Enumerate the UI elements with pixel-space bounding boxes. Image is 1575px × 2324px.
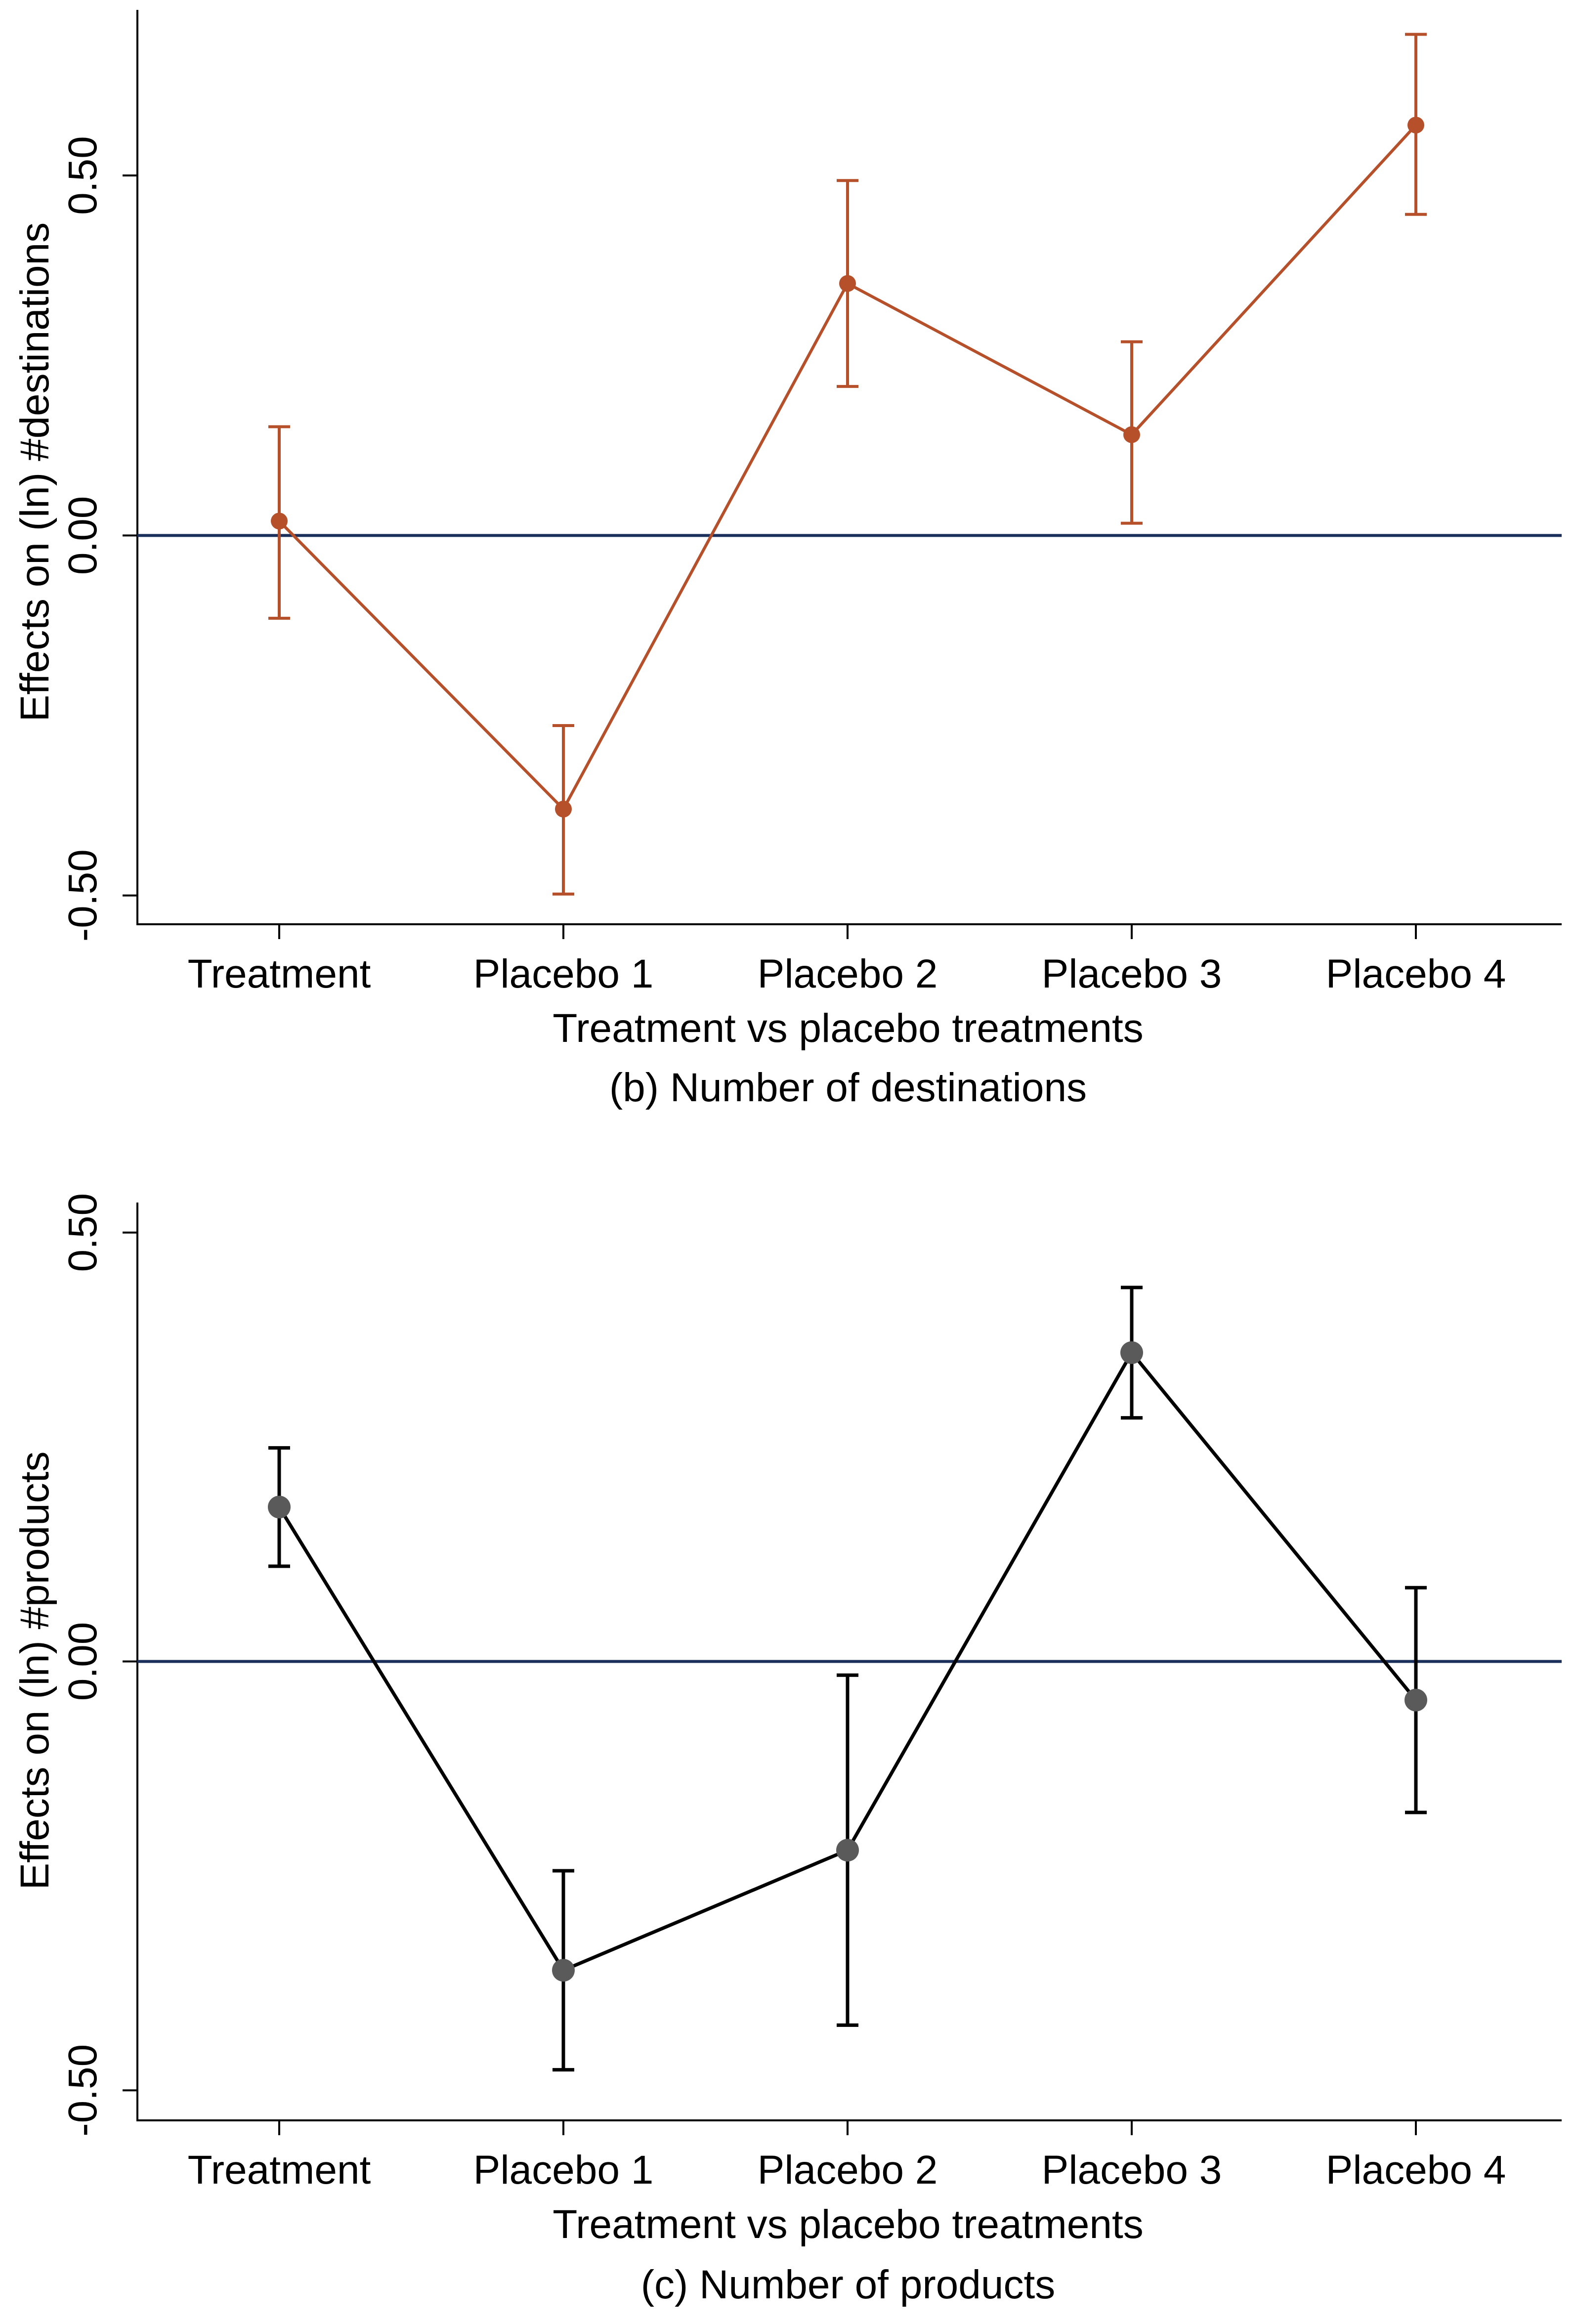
- panel-b-x-axis-title: Treatment vs placebo treatments: [553, 1006, 1144, 1051]
- panel-b-x-tick-label-placebo-4: Placebo 4: [1326, 951, 1506, 996]
- panel-b-x-tick-label-placebo-3: Placebo 3: [1042, 951, 1222, 996]
- chart-panel-products: -0.50 0.00 0.50 Treatment Placebo 1 Placebo …: [12, 1193, 1562, 2307]
- panel-c-x-tick-label-treatment: Treatment: [188, 2148, 371, 2193]
- panel-b-point-placebo-2: [839, 275, 856, 292]
- panel-c-x-tick-label-placebo-4: Placebo 4: [1326, 2148, 1506, 2193]
- chart-panel-destinations: -0.50 0.00 0.50 Treatment Placebo 1 Placebo …: [12, 10, 1562, 1110]
- panel-c-y-tick-label: -0.50: [60, 2044, 105, 2137]
- panel-b-y-tick-labels: -0.50 0.00 0.50: [60, 136, 105, 942]
- panel-b-x-tick-labels: Treatment Placebo 1 Placebo 2 Placebo 3 Plac…: [188, 951, 1506, 996]
- panel-b-y-tick-label: -0.50: [60, 849, 105, 942]
- panel-c-y-axis-title: Effects on (ln) #products: [12, 1451, 57, 1890]
- panel-b-x-tick-label-treatment: Treatment: [188, 951, 371, 996]
- panel-c-y-tick-label: 0.00: [60, 1622, 105, 1701]
- panel-b-point-placebo-4: [1407, 117, 1424, 134]
- panel-c-point-placebo-2: [836, 1839, 859, 1862]
- panel-b-point-placebo-3: [1123, 426, 1140, 443]
- panel-c-x-tick-label-placebo-1: Placebo 1: [473, 2148, 654, 2193]
- panel-c-x-tick-label-placebo-2: Placebo 2: [758, 2148, 938, 2193]
- panel-b-x-tick-label-placebo-1: Placebo 1: [473, 951, 654, 996]
- panel-c-x-tick-labels: Treatment Placebo 1 Placebo 2 Placebo 3 Plac…: [188, 2148, 1506, 2193]
- panel-c-point-placebo-1: [552, 1959, 575, 1982]
- panel-b-x-tick-label-placebo-2: Placebo 2: [758, 951, 938, 996]
- panel-c-y-tick-labels: -0.50 0.00 0.50: [60, 1193, 105, 2137]
- panel-b-point-treatment: [271, 513, 288, 530]
- panel-c-caption: (c) Number of products: [641, 2262, 1056, 2307]
- panel-b-axes: [123, 10, 1562, 939]
- panel-c-point-placebo-3: [1120, 1341, 1143, 1364]
- panel-b-y-axis-title: Effects on (ln) #destinations: [12, 222, 57, 722]
- panel-c-x-axis-title: Treatment vs placebo treatments: [553, 2202, 1144, 2247]
- panel-b-y-tick-label: 0.00: [60, 496, 105, 575]
- panel-c-point-treatment: [268, 1496, 291, 1519]
- panel-c-markers: [268, 1341, 1427, 1982]
- panel-b-point-placebo-1: [555, 800, 572, 818]
- panel-b-markers: [271, 117, 1424, 818]
- panel-b-y-tick-label: 0.50: [60, 136, 105, 215]
- panel-c-x-tick-label-placebo-3: Placebo 3: [1042, 2148, 1222, 2193]
- panel-c-point-placebo-4: [1405, 1688, 1427, 1712]
- panel-c-y-tick-label: 0.50: [60, 1193, 105, 1272]
- panel-b-caption: (b) Number of destinations: [609, 1065, 1087, 1110]
